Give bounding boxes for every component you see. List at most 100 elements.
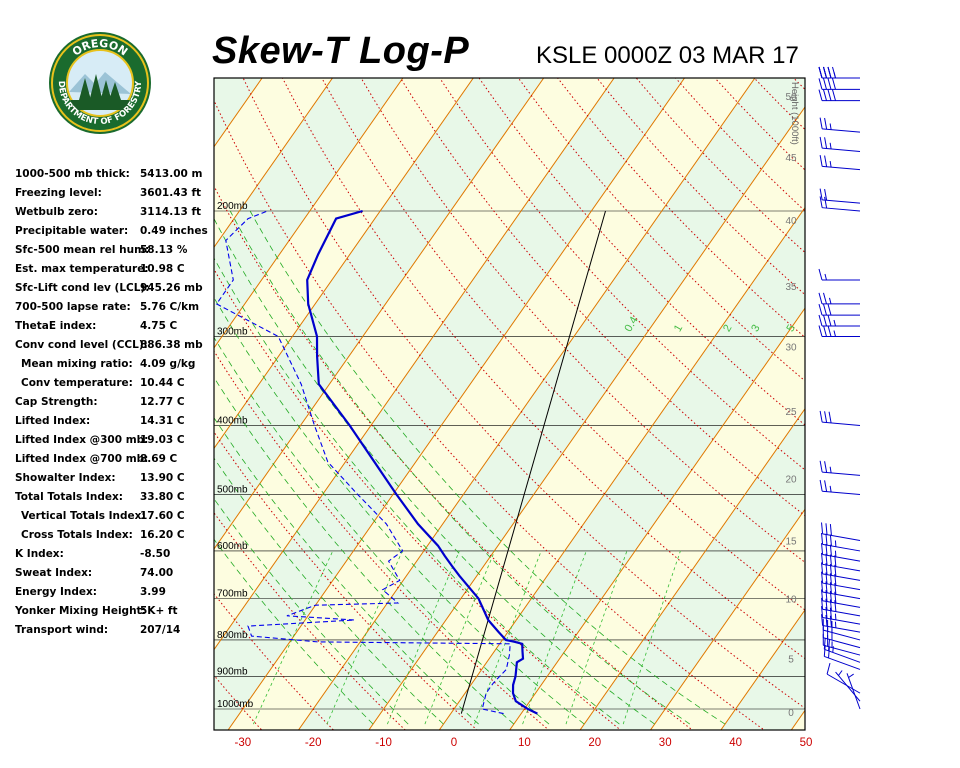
x-tick-label: -10 xyxy=(375,737,392,749)
wind-barb-staff xyxy=(822,533,861,541)
index-value: 17.60 C xyxy=(140,510,185,522)
isotherm-band xyxy=(214,78,685,730)
pressure-label: 1000mb xyxy=(217,699,254,710)
wind-barb-feather xyxy=(827,89,832,101)
index-value: 19.03 C xyxy=(140,434,185,446)
wind-barb-staff xyxy=(822,543,861,552)
index-label: Conv cond level (CCL): xyxy=(15,339,148,351)
wind-barb-feather xyxy=(819,479,823,492)
wind-barb-staff xyxy=(822,625,861,633)
wind-barb-feather xyxy=(821,606,824,618)
wind-barb-feather xyxy=(829,524,832,536)
dry-adiabat xyxy=(214,674,263,730)
wind-barb-staff xyxy=(823,637,861,649)
wind-barb xyxy=(821,606,861,625)
wind-barb-feather xyxy=(823,292,827,304)
wind-barb-feather xyxy=(824,137,828,149)
dry-adiabat xyxy=(399,78,805,517)
index-value: 3.99 xyxy=(140,586,166,598)
index-value: 10.98 C xyxy=(140,263,185,275)
index-row: Sfc-Lift cond lev (LCL): 945.26 mb xyxy=(15,282,210,301)
moist-adiabat xyxy=(214,336,550,725)
index-row: Lifted Index: 14.31 C xyxy=(15,415,210,434)
wind-barb xyxy=(818,303,860,316)
wind-barb-feather xyxy=(818,325,823,337)
index-label: Freezing level: xyxy=(15,187,102,199)
pressure-label: 300mb xyxy=(217,326,248,337)
index-value: 13.90 C xyxy=(140,472,185,484)
wind-barb xyxy=(819,117,861,133)
mixing-ratio-line xyxy=(622,550,681,725)
pressure-label: 200mb xyxy=(217,201,248,212)
isotherm-line xyxy=(214,78,263,148)
moist-adiabat xyxy=(214,417,479,725)
wind-barb-feather xyxy=(821,532,824,545)
index-label: Precipitable water: xyxy=(15,225,129,237)
moist-adiabat xyxy=(214,498,409,725)
index-row: Lifted Index @700 mb: 8.69 C xyxy=(15,453,210,472)
dry-adiabat xyxy=(242,78,805,709)
wind-barb-feather xyxy=(818,89,823,101)
x-tick-label: 30 xyxy=(659,737,672,749)
wind-barb-staff xyxy=(822,553,861,562)
wind-barb-staff xyxy=(826,673,861,694)
index-value: 0.49 inches xyxy=(140,225,208,237)
wind-barb-staff xyxy=(822,421,861,426)
index-value: 4.75 C xyxy=(140,320,178,332)
index-value: 8.69 C xyxy=(140,453,178,465)
wind-barb-feather xyxy=(824,196,828,209)
wind-barb-staff xyxy=(822,471,861,476)
index-row: Total Totals Index: 33.80 C xyxy=(15,491,210,510)
index-label: Energy Index: xyxy=(15,586,97,598)
mixing-ratio-label: 5 xyxy=(784,323,797,334)
isotherm-band xyxy=(0,0,60,738)
height-tick-label: 35 xyxy=(785,282,797,293)
dry-adiabat xyxy=(214,512,406,730)
wind-barb-half-feather xyxy=(829,485,832,493)
mixing-ratio-line xyxy=(253,550,334,725)
index-row: Conv cond level (CCL): 886.38 mb xyxy=(15,339,210,358)
index-row: 1000-500 mb thick: 5413.00 m xyxy=(15,168,210,187)
wind-barb-feather xyxy=(824,117,828,130)
wind-barb-half-feather xyxy=(838,670,843,676)
moist-adiabat xyxy=(214,296,585,725)
wind-barb xyxy=(819,136,861,152)
mixing-ratio-line xyxy=(424,550,495,725)
wind-barb-feather xyxy=(823,78,827,90)
height-tick-label: 5 xyxy=(788,655,794,666)
wind-barb-feather xyxy=(825,543,828,556)
wind-barb xyxy=(819,410,861,426)
wind-barb-feather xyxy=(834,591,837,604)
index-label: 700-500 lapse rate: xyxy=(15,301,131,313)
index-row: Sweat Index: 74.00 xyxy=(15,567,210,586)
index-row: Transport wind: 207/14 xyxy=(15,624,210,643)
wind-barb-feather xyxy=(827,66,832,79)
wind-barb-feather xyxy=(818,268,823,281)
wind-barb-feather xyxy=(819,155,823,167)
index-row: Vertical Totals Index: 17.60 C xyxy=(15,510,210,529)
isotherm-line xyxy=(579,407,805,730)
mixing-ratio-line xyxy=(326,550,403,725)
wind-barb-staff xyxy=(822,600,861,608)
index-row: Sfc-500 mean rel hum: 58.13 % xyxy=(15,244,210,263)
wind-barb-feather xyxy=(829,607,832,620)
index-label: Cross Totals Index: xyxy=(21,529,133,541)
index-value: 16.20 C xyxy=(140,529,185,541)
wind-barb-staff xyxy=(822,165,861,171)
wind-barb-staff xyxy=(822,147,861,152)
isotherm-line xyxy=(0,0,131,738)
wind-barb-feather xyxy=(828,411,832,424)
dry-adiabat xyxy=(596,78,805,296)
height-axis-label: Height (1000ft) xyxy=(789,82,800,145)
index-row: Wetbulb zero: 3114.13 ft xyxy=(15,206,210,225)
wind-barb-feather xyxy=(818,303,823,316)
index-value: 945.26 mb xyxy=(140,282,203,294)
dewpoint-trace xyxy=(215,210,511,715)
x-tick-label: 20 xyxy=(588,737,601,749)
wind-barb-staff xyxy=(822,591,861,600)
moist-adiabat xyxy=(214,538,374,725)
wind-barb-feather xyxy=(818,66,823,79)
oregon-forestry-logo: OREGON DEPARTMENT OF FORESTRY xyxy=(47,30,153,136)
isotherm-line xyxy=(438,206,805,730)
wind-barb-staff xyxy=(824,655,861,670)
